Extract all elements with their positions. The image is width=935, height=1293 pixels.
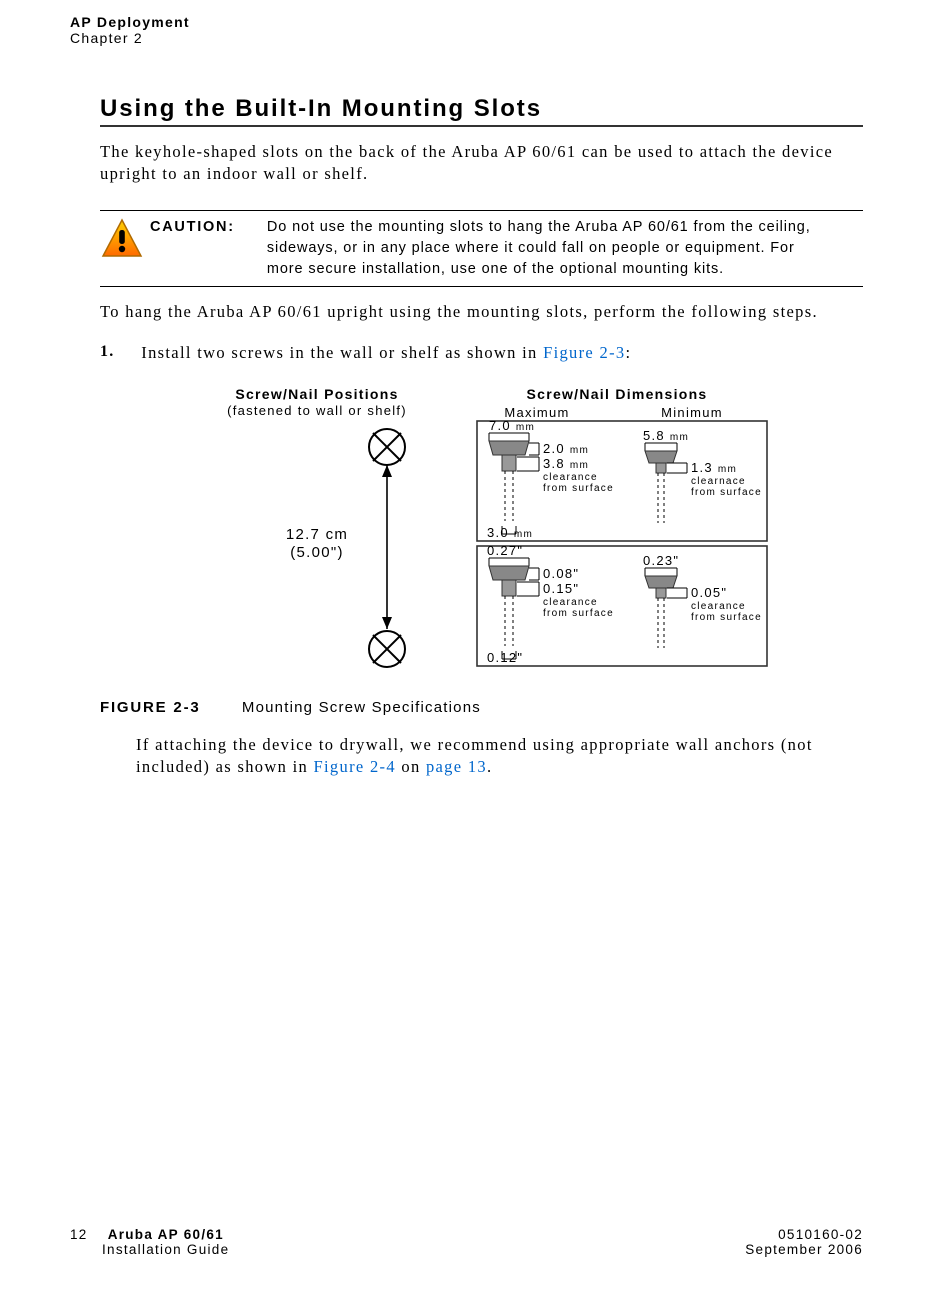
mm-shank-max: 3.0 — [487, 525, 509, 540]
in-clear-min: 0.05" — [691, 585, 727, 600]
mm-clearnace-l2: from surface — [691, 487, 762, 498]
figure-link[interactable]: Figure 2-3 — [543, 343, 625, 362]
mm-clear-min: 1.3 — [691, 460, 713, 475]
in-shank-max: 0.12" — [487, 650, 523, 665]
in-head-max: 0.27" — [487, 543, 523, 558]
figure-area: Screw/Nail Positions (fastened to wall o… — [100, 381, 863, 681]
step-number: 1. — [100, 343, 136, 361]
doc-date: September 2006 — [745, 1242, 863, 1257]
in-clearance-l2a: from surface — [543, 608, 614, 619]
svg-text:3.8 mm: 3.8 mm — [543, 456, 589, 471]
mm-head-min: 5.8 — [643, 428, 665, 443]
page-number: 12 — [70, 1227, 88, 1242]
mm-clearnace-l1: clearnace — [691, 476, 746, 487]
figure-number: FIGURE 2-3 — [100, 699, 201, 716]
mm-head-max: 7.0 — [489, 418, 511, 433]
left-title: Screw/Nail Positions — [235, 386, 398, 402]
in-clearance-l1b: clearance — [691, 601, 746, 612]
mm-clearance-l1: clearance — [543, 472, 598, 483]
mm-unit-1: mm — [515, 422, 534, 433]
after-fig-end: . — [487, 757, 492, 776]
doc-sub: Installation Guide — [102, 1242, 229, 1257]
page-footer: 12 Aruba AP 60/61 Installation Guide 051… — [70, 1227, 863, 1257]
left-sub: (fastened to wall or shelf) — [227, 403, 407, 418]
in-head-min: 0.23" — [643, 553, 679, 568]
mm-unit-5: mm — [669, 432, 688, 443]
caution-label: CAUTION: — [150, 217, 262, 238]
step-suffix: : — [625, 343, 631, 362]
mm-thick-max: 2.0 — [543, 441, 565, 456]
mm-unit-3: mm — [569, 445, 588, 456]
step-body: Install two screws in the wall or shelf … — [141, 343, 841, 363]
right-title: Screw/Nail Dimensions — [526, 386, 707, 402]
figure-title: Mounting Screw Specifications — [242, 699, 481, 716]
caution-box: CAUTION: Do not use the mounting slots t… — [100, 210, 863, 287]
caution-icon — [100, 217, 144, 266]
main-content: Using the Built-In Mounting Slots The ke… — [100, 95, 863, 778]
mm-unit-4: mm — [569, 460, 588, 471]
in-clear-max: 0.15" — [543, 581, 579, 596]
chapter-label: Chapter 2 — [70, 30, 190, 46]
dist-cm: 12.7 cm — [285, 526, 347, 543]
svg-text:3.0 mm: 3.0 mm — [487, 525, 533, 540]
caution-message: Do not use the mounting slots to hang th… — [267, 217, 822, 280]
svg-text:1.3 mm: 1.3 mm — [691, 460, 737, 475]
after-fig-paragraph: If attaching the device to drywall, we r… — [136, 734, 863, 779]
page-header: AP Deployment Chapter 2 — [70, 14, 190, 46]
step-prefix: Install two screws in the wall or shelf … — [141, 343, 543, 362]
in-clearance-l1a: clearance — [543, 597, 598, 608]
doc-number: 0510160-02 — [778, 1227, 863, 1242]
mm-unit-6: mm — [717, 464, 736, 475]
doc-title: AP Deployment — [70, 14, 190, 30]
after-fig-mid: on — [396, 757, 426, 776]
dist-in: (5.00") — [290, 544, 343, 561]
svg-text:5.8 mm: 5.8 mm — [643, 428, 689, 443]
figure-caption: FIGURE 2-3 Mounting Screw Specifications — [100, 699, 863, 716]
in-clearance-l2b: from surface — [691, 612, 762, 623]
svg-text:2.0 mm: 2.0 mm — [543, 441, 589, 456]
intro-paragraph: The keyhole-shaped slots on the back of … — [100, 141, 863, 186]
mm-unit-2: mm — [513, 529, 532, 540]
page-13-link[interactable]: page 13 — [426, 757, 487, 776]
section-heading: Using the Built-In Mounting Slots — [100, 95, 863, 127]
mm-clear-max: 3.8 — [543, 456, 565, 471]
mm-clearance-l2: from surface — [543, 483, 614, 494]
product-name: Aruba AP 60/61 — [108, 1227, 224, 1242]
min-label: Minimum — [661, 405, 723, 420]
in-thick-max: 0.08" — [543, 566, 579, 581]
lead-paragraph: To hang the Aruba AP 60/61 upright using… — [100, 301, 863, 323]
figure-2-4-link[interactable]: Figure 2-4 — [314, 757, 396, 776]
